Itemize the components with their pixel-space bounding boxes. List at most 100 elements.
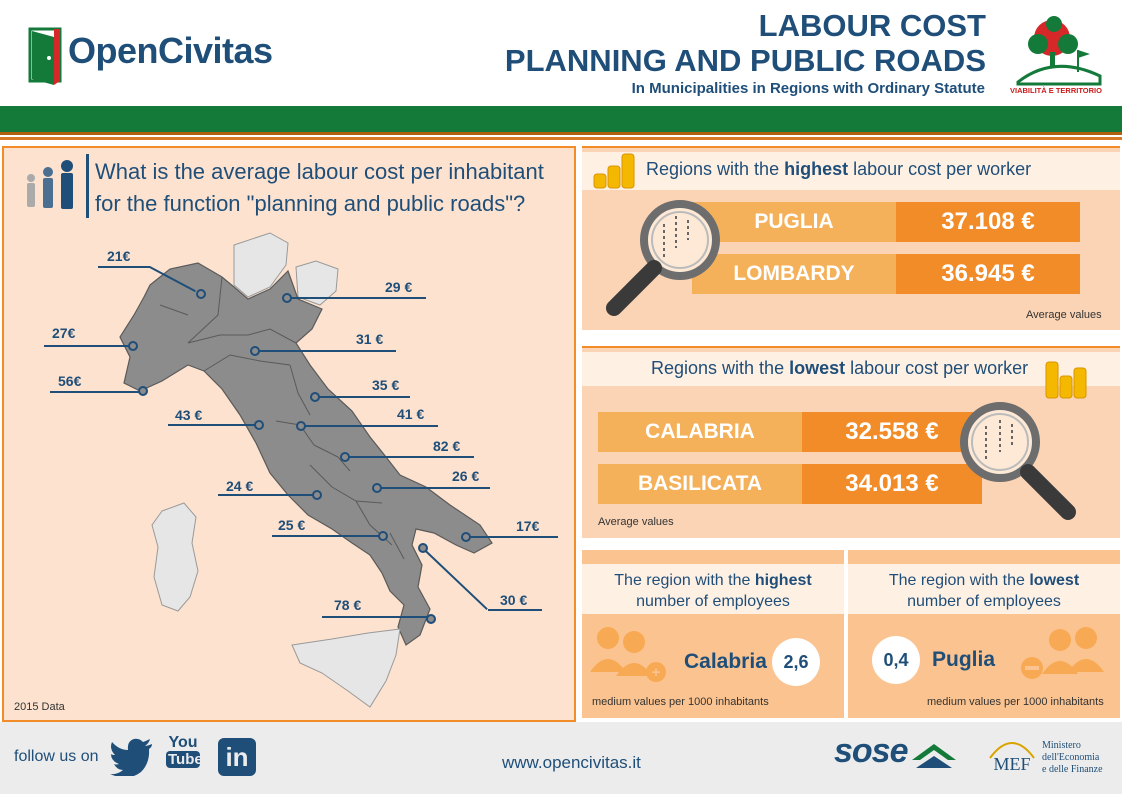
linkedin-icon[interactable]: in <box>218 738 256 776</box>
people-icon <box>27 160 73 209</box>
title-line-1: LABOUR COST <box>758 8 986 43</box>
map-point <box>310 392 320 402</box>
employees-high-note: medium values per 1000 inhabitants <box>592 696 769 708</box>
leader-line <box>44 345 132 347</box>
lowest-cost-heading-band <box>582 352 1120 386</box>
map-panel <box>2 146 576 722</box>
map-value-label: 82 € <box>433 438 461 454</box>
leader-line <box>302 425 438 427</box>
employees-high-value: 2,6 <box>772 638 820 686</box>
follow-text: follow us on <box>14 748 99 765</box>
highest-region-2: LOMBARDY <box>692 254 896 294</box>
employees-high-heading: The region with the highest number of em… <box>582 564 844 614</box>
map-value-label: 25 € <box>278 517 306 533</box>
highest-cost-note: Average values <box>1026 309 1102 321</box>
badge-caption: VIABILITÀ E TERRITORIO <box>1010 86 1102 95</box>
employees-low-value: 0,4 <box>872 636 920 684</box>
map-value-label: 56€ <box>58 373 82 389</box>
map-point <box>296 421 306 431</box>
coins-icon <box>1045 361 1087 399</box>
leader-line <box>466 536 558 538</box>
map-point <box>312 490 322 500</box>
leader-line <box>322 616 432 618</box>
map-value-label: 41 € <box>397 406 425 422</box>
employees-low-heading: The region with the lowest number of emp… <box>848 564 1120 614</box>
title-line-2: PLANNING AND PUBLIC ROADS <box>504 43 986 78</box>
map-value-label: 35 € <box>372 377 400 393</box>
leader-line <box>98 266 150 268</box>
lowest-region-1: CALABRIA <box>598 412 802 452</box>
leader-line <box>50 391 142 393</box>
youtube-label-top: You <box>168 734 198 751</box>
employees-minus-icon <box>1021 627 1104 679</box>
map-point <box>461 532 471 542</box>
map-value-label: 24 € <box>226 478 254 494</box>
door-logo-icon <box>28 27 62 85</box>
region-trentino <box>233 232 289 298</box>
map-value-label: 26 € <box>452 468 480 484</box>
map-value-label: 43 € <box>175 407 203 423</box>
employees-low-region: Puglia <box>932 648 996 671</box>
lowest-cost-note: Average values <box>598 516 674 528</box>
map-footnote: 2015 Data <box>14 701 65 713</box>
map-point <box>138 386 148 396</box>
highest-value-2: 36.945 € <box>896 254 1080 294</box>
employees-high-region: Calabria <box>684 650 767 673</box>
mef-abbr: MEF <box>993 754 1030 774</box>
map-point <box>372 483 382 493</box>
stripe <box>0 137 1122 140</box>
map-point <box>254 420 264 430</box>
sose-logo-icon: sose <box>834 732 908 770</box>
lowest-cost-title: Regions with the lowest labour cost per … <box>651 358 1029 378</box>
map-point <box>282 293 292 303</box>
green-band <box>0 106 1122 132</box>
map-value-label: 31 € <box>356 331 384 347</box>
map-point <box>378 531 388 541</box>
leader-line <box>346 456 474 458</box>
tree-badge-icon <box>1016 16 1102 86</box>
map-value-label: 17€ <box>516 518 540 534</box>
sose-mark-icon <box>912 744 956 768</box>
svg-text:+: + <box>652 664 661 681</box>
map-point <box>196 289 206 299</box>
employees-plus-icon: + <box>590 627 666 682</box>
map-point <box>340 452 350 462</box>
stripe <box>0 132 1122 135</box>
highest-region-1: PUGLIA <box>692 202 896 242</box>
map-value-label: 21€ <box>107 248 131 264</box>
leader-line <box>218 494 318 496</box>
map-point <box>426 614 436 624</box>
coins-icon <box>593 153 635 189</box>
header: OpenCivitas LABOUR COST PLANNING AND PUB… <box>0 0 1122 106</box>
italy-map <box>119 232 493 708</box>
twitter-icon[interactable] <box>110 738 154 776</box>
leader-line <box>256 350 396 352</box>
leader-line <box>272 535 386 537</box>
mef-logo-icon: MEF <box>989 742 1035 774</box>
brand-name: OpenCivitas <box>68 30 273 71</box>
leader-line <box>378 487 490 489</box>
map-value-label: 27€ <box>52 325 76 341</box>
magnifier-icon <box>960 402 1076 520</box>
youtube-label-bottom: Tube <box>166 751 203 768</box>
leader-line <box>488 609 542 611</box>
leader-line <box>168 424 260 426</box>
youtube-icon[interactable]: You Tube <box>166 734 203 768</box>
map-question: What is the average labour cost per inha… <box>95 156 544 220</box>
website-link[interactable]: www.opencivitas.it <box>502 753 641 772</box>
highest-cost-heading-band <box>582 152 1120 190</box>
question-divider <box>86 154 89 218</box>
mef-name: Ministero dell'Economia e delle Finanze <box>1042 740 1103 775</box>
region-sardinia <box>151 502 199 612</box>
map-point <box>418 543 428 553</box>
employees-low-note: medium values per 1000 inhabitants <box>927 696 1104 708</box>
lowest-region-2: BASILICATA <box>598 464 802 504</box>
magnifier-icon <box>606 200 720 316</box>
region-sicily <box>291 628 401 708</box>
map-value-label: 29 € <box>385 279 413 295</box>
map-value-label: 78 € <box>334 597 362 613</box>
map-point <box>250 346 260 356</box>
highest-value-1: 37.108 € <box>896 202 1080 242</box>
map-value-label: 30 € <box>500 592 528 608</box>
question-line-2: for the function "planning and public ro… <box>95 191 526 216</box>
